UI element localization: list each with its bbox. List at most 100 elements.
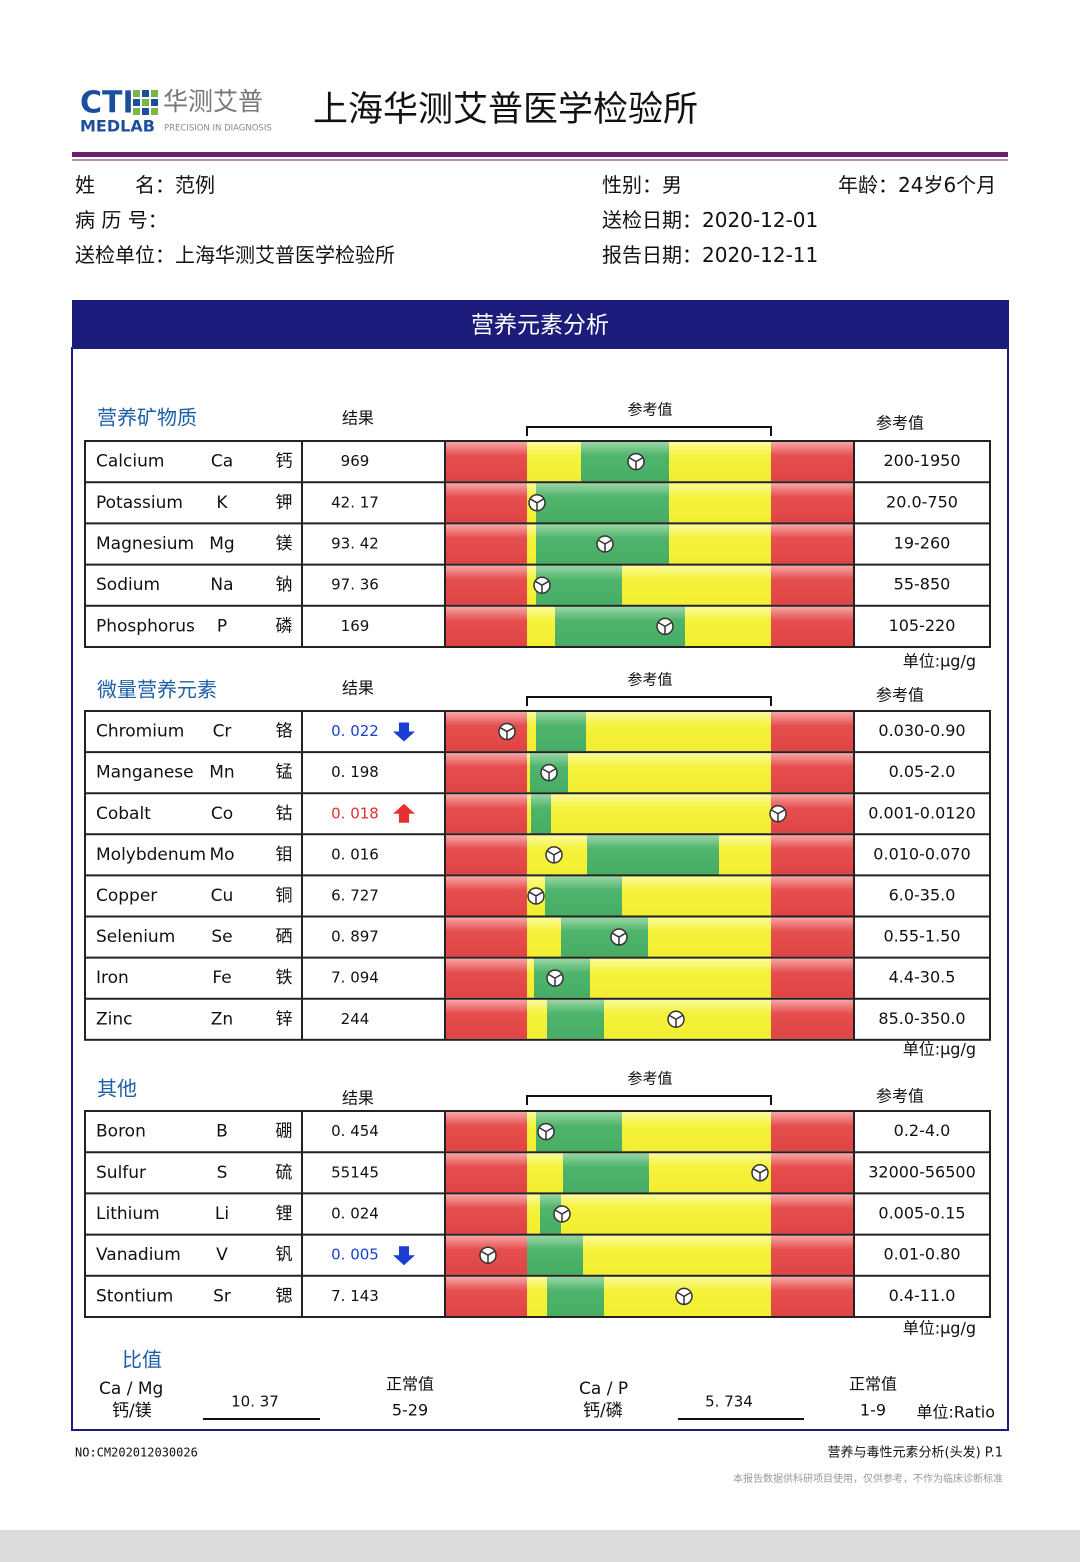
element-symbol: K: [216, 493, 228, 513]
bar-green: [563, 1153, 649, 1193]
result-value: 0. 024: [331, 1205, 379, 1223]
bar-red-low: [446, 565, 527, 605]
ratio-label-cn: 钙/磷: [583, 1401, 623, 1421]
reference-range: 4.4-30.5: [889, 968, 956, 987]
result-marker: [596, 535, 614, 553]
page-label: 营养与毒性元素分析(头发) P.1: [828, 1445, 1004, 1461]
result-value: 7. 094: [331, 969, 379, 987]
marker-symbol: [676, 1291, 692, 1305]
result-marker: [498, 722, 516, 741]
element-symbol: B: [216, 1122, 228, 1142]
element-symbol: Cr: [213, 722, 232, 742]
element-name: Lithium: [96, 1204, 160, 1224]
marker-symbol: [628, 456, 644, 470]
bar-red-high: [771, 1276, 853, 1316]
marker-symbol: [534, 580, 550, 594]
result-value: 42. 17: [331, 493, 379, 511]
element-name: Magnesium: [96, 534, 194, 554]
marker-symbol: [541, 768, 557, 781]
bar-yellow: [527, 794, 771, 834]
info-value: 上海华测艾普医学检验所: [175, 243, 395, 267]
status-arrow: [393, 722, 415, 742]
info-age: 年龄：24岁6个月: [838, 173, 996, 197]
bar-red-low: [446, 524, 527, 564]
marker-symbol: [770, 809, 786, 822]
result-value: 93. 42: [331, 535, 379, 553]
element-cn: 铁: [276, 968, 293, 988]
element-name: Sulfur: [96, 1163, 146, 1183]
reference-range: 20.0-750: [886, 492, 958, 511]
result-marker: [479, 1246, 497, 1264]
bar-green: [561, 917, 648, 957]
bar-red-high: [771, 917, 853, 957]
element-name: Manganese: [96, 763, 194, 783]
bar-red-low: [446, 1112, 527, 1152]
marker-symbol: [611, 932, 627, 946]
result-marker: [527, 887, 545, 905]
element-cn: 锂: [276, 1204, 293, 1224]
bar-green: [540, 1194, 561, 1234]
element-cn: 铜: [276, 886, 293, 906]
element-cn: 钙: [276, 452, 293, 472]
element-symbol: S: [217, 1163, 228, 1183]
bar-green: [545, 876, 622, 916]
reference-range: 200-1950: [883, 451, 960, 470]
marker-symbol: [554, 1209, 570, 1222]
section-title: 营养矿物质: [97, 406, 197, 430]
ratio-unit: 单位:Ratio: [917, 1403, 995, 1422]
bar-red-high: [771, 483, 853, 523]
info-value: 2020-12-01: [702, 208, 818, 232]
content-box: [71, 347, 1009, 1431]
element-symbol: V: [216, 1245, 228, 1265]
result-marker: [540, 763, 558, 782]
disclaimer: 本报告数据供科研项目使用，仅供参考，不作为临床诊断标准: [733, 1472, 1003, 1485]
result-value: 0. 454: [331, 1122, 379, 1140]
element-symbol: Cu: [211, 886, 234, 906]
result-value: 0. 897: [331, 928, 379, 946]
bar-red-low: [446, 958, 527, 998]
bar-green: [587, 835, 719, 875]
element-name: Iron: [96, 968, 129, 988]
result-marker: [751, 1164, 769, 1182]
bar-red-high: [771, 565, 853, 605]
result-value: 0. 022: [331, 722, 379, 740]
marker-symbol: [499, 726, 515, 740]
result-header: 结果: [342, 409, 374, 428]
element-cn: 镁: [276, 534, 293, 554]
logo-tagline: PRECISION IN DIAGNOSIS: [164, 124, 272, 134]
bar-green: [547, 999, 604, 1039]
result-marker: [553, 1205, 571, 1223]
result-value: 97. 36: [331, 576, 379, 594]
reference-bracket: [526, 696, 772, 706]
bar-green: [536, 712, 586, 752]
marker-symbol: [547, 973, 563, 987]
ratio-value: 5. 734: [705, 1393, 753, 1411]
info-value: 男: [662, 173, 682, 197]
range-header: 参考值: [876, 1087, 924, 1106]
bar-red-high: [771, 876, 853, 916]
reference-range: 55-850: [894, 575, 951, 594]
ratio-title: 比值: [122, 1348, 162, 1372]
element-symbol: Na: [210, 575, 233, 595]
result-marker: [675, 1287, 693, 1306]
header-rule: [72, 152, 1008, 157]
unit-label: 单位:μg/g: [903, 652, 976, 671]
result-header: 结果: [342, 679, 374, 698]
result-marker: [667, 1010, 685, 1028]
info-label: 送检日期：: [602, 208, 702, 232]
marker-symbol: [529, 498, 545, 511]
element-name: Potassium: [96, 493, 183, 513]
element-name: Zinc: [96, 1009, 133, 1029]
element-symbol: Co: [211, 804, 233, 824]
bar-red-high: [771, 524, 853, 564]
info-label: 性别：: [602, 173, 662, 197]
bar-red-high: [771, 958, 853, 998]
bracket-label: 参考值: [627, 1070, 672, 1088]
bar-green: [536, 483, 669, 523]
ratio-label-cn: 钙/镁: [112, 1401, 152, 1421]
bar-green: [581, 442, 669, 482]
bar-red-high: [771, 753, 853, 793]
bar-red-low: [446, 794, 527, 834]
section-title: 其他: [97, 1077, 137, 1101]
